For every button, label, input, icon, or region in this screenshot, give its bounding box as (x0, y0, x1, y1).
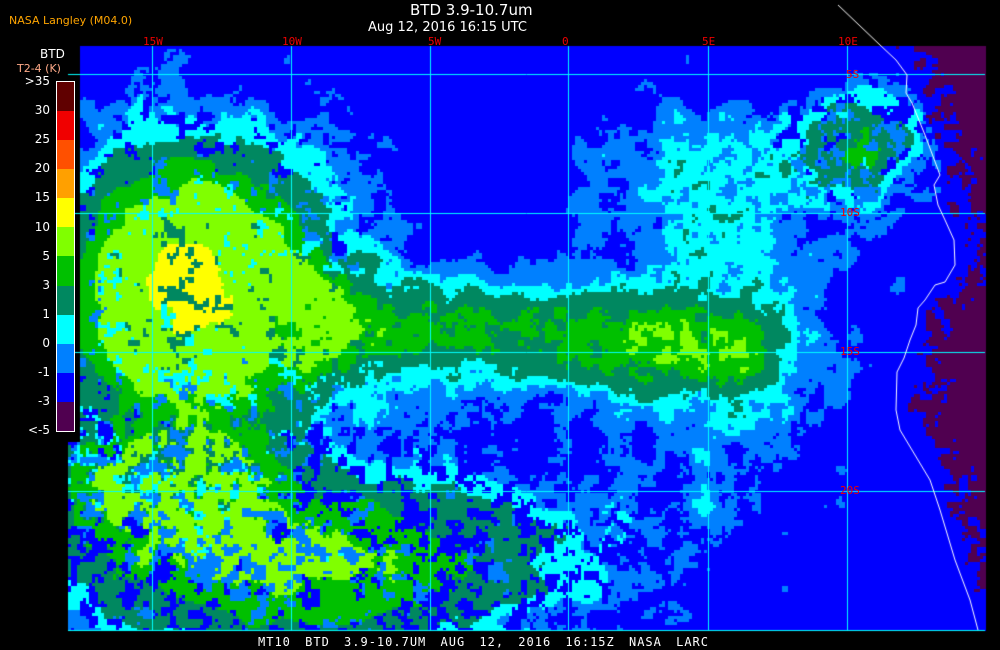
legend-swatch (57, 169, 74, 199)
legend-swatch (57, 140, 74, 170)
legend-swatch (57, 256, 74, 286)
legend-swatch (57, 227, 74, 257)
lon-label-0: 0 (562, 35, 569, 48)
lat-label-20s: 20S (840, 484, 860, 497)
legend-tick-label: 25 (34, 132, 50, 147)
map-title: BTD 3.9-10.7um (410, 1, 533, 19)
legend-tick-label: 30 (34, 103, 50, 118)
legend-tick-label: 5 (42, 248, 50, 263)
legend-tick-label: -3 (38, 394, 50, 409)
legend-swatch (57, 343, 74, 373)
credit-label: NASA Langley (M04.0) (9, 14, 133, 27)
legend-tick-label: 3 (42, 277, 50, 292)
footer-caption: MT10 BTD 3.9-10.7UM AUG 12, 2016 16:15Z … (258, 635, 710, 649)
lat-label-10s: 10S (840, 206, 860, 219)
legend-swatch (57, 285, 74, 315)
legend-swatch (57, 401, 74, 431)
legend-tick-label: -1 (38, 365, 50, 379)
legend-tick-label: >35 (24, 74, 50, 88)
lat-label-15s: 15S (840, 345, 860, 358)
lon-label-10e: 10E (838, 35, 858, 48)
lon-label-10w: 10W (282, 35, 302, 48)
legend-title: BTD (40, 47, 65, 61)
legend-tick-label: 0 (42, 335, 50, 350)
legend-tick-label: 1 (42, 306, 50, 321)
map-timestamp: Aug 12, 2016 16:15 UTC (368, 20, 527, 35)
lat-label-5s: 5S (846, 68, 860, 81)
lon-label-15w: 15W (143, 35, 163, 48)
legend-tick-label: <-5 (27, 423, 50, 438)
color-scale-legend (56, 81, 75, 432)
lon-label-5e: 5E (702, 35, 716, 48)
lon-label-5w: 5W (428, 35, 442, 48)
legend-swatch (57, 111, 74, 141)
legend-swatch (57, 198, 74, 228)
legend-units: T2-4 (K) (17, 62, 61, 75)
legend-swatch (57, 372, 74, 402)
legend-swatch (57, 314, 74, 344)
legend-tick-label: 15 (34, 190, 50, 205)
legend-swatch (57, 82, 74, 112)
legend-tick-label: 20 (34, 161, 50, 176)
legend-tick-label: 10 (34, 219, 50, 234)
